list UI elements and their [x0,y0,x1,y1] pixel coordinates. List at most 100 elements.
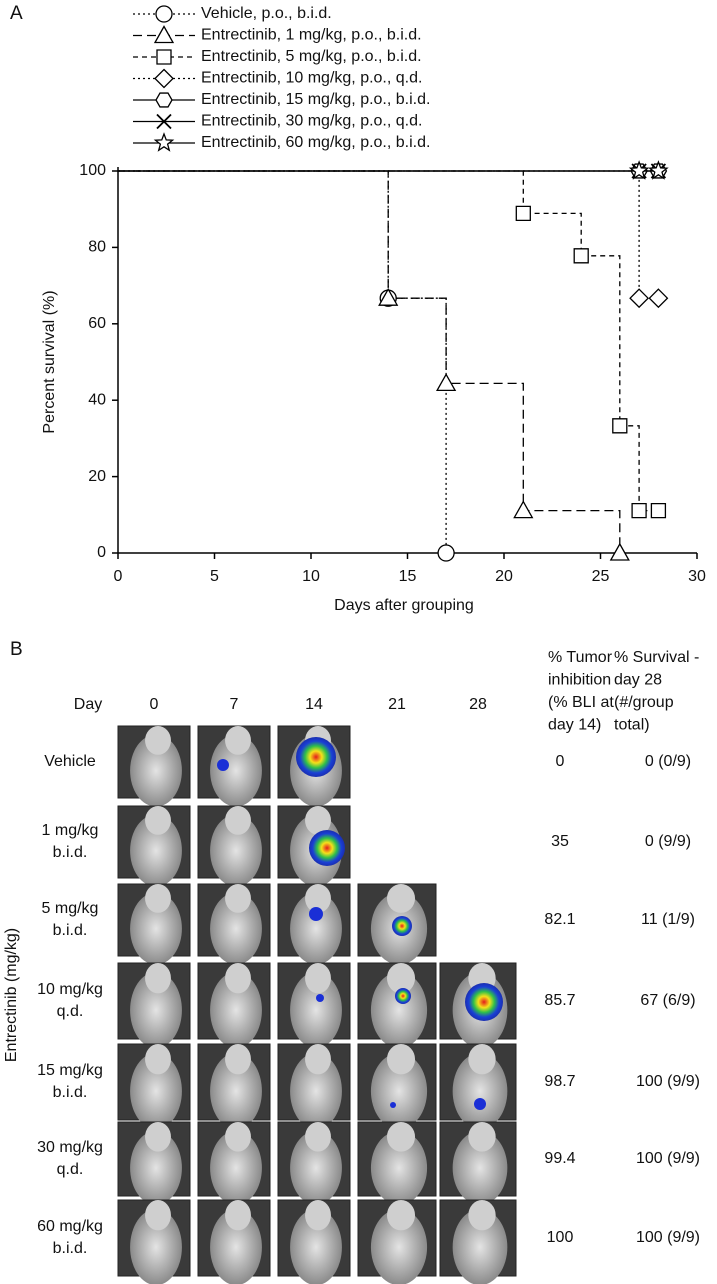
mouse-head [145,1122,171,1152]
mouse-head [386,963,416,994]
legend-marker [155,5,173,23]
mouse-body [370,1053,428,1130]
day-header: 7 [230,696,239,713]
row-label: b.i.d. [53,844,88,861]
mouse-body [290,1130,342,1205]
survival: 100 (9/9) [636,1150,700,1167]
mouse-body [130,1130,182,1205]
column-header: day 14) [548,717,601,734]
mouse-body [370,1130,428,1205]
mouse-body [130,814,182,887]
row-label: 10 mg/kg [37,981,103,998]
survival: 11 (1/9) [641,911,695,928]
tumor-inhibition: 0 [556,753,565,770]
mouse-body [210,972,262,1049]
mouse-body [130,972,182,1049]
mouse-body [370,972,428,1049]
panel-label: A [10,3,23,24]
legend-marker [154,68,174,89]
tumor-inhibition: 85.7 [544,992,575,1009]
bli-signal [395,988,411,1004]
mouse-body [130,734,182,807]
legend-label: Entrectinib, 1 mg/kg, p.o., b.i.d. [201,27,422,44]
bli-image [197,805,271,887]
legend-marker [155,92,173,108]
mouse-body [210,1130,262,1205]
survival: 0 (0/9) [645,753,691,770]
bli-image [357,1121,437,1205]
legend-marker [156,113,172,130]
mouse-head [225,806,251,835]
bli-image [197,725,271,807]
marker [631,502,647,519]
row-label: 15 mg/kg [37,1062,103,1079]
bli-image [197,1199,271,1284]
bli-image [277,1121,351,1205]
survival-line [118,170,659,512]
legend-marker [156,49,172,65]
bli-image [117,1199,191,1284]
y-tick-label: 20 [88,468,106,485]
mouse-body [290,1053,342,1130]
bli-image [277,883,351,965]
column-header: day 28 [614,672,662,689]
bli-image [117,725,191,807]
mouse-body [210,814,262,887]
mouse-head [225,963,251,994]
mouse-head [305,1200,331,1231]
bli-image [357,883,437,965]
marker [573,248,589,264]
tumor-inhibition: 99.4 [544,1150,575,1167]
bli-image [357,1043,437,1130]
bli-image [277,962,351,1049]
panel-label: B [10,639,23,660]
mouse-head [225,1044,251,1075]
bli-image [357,1199,437,1284]
bli-image [197,1121,271,1205]
y-axis-label: Percent survival (%) [41,290,58,433]
column-header: total) [614,717,650,734]
bli-image [117,962,191,1049]
row-label: 30 mg/kg [37,1139,103,1156]
row-label: 1 mg/kg [42,822,99,839]
bli-image [277,1043,351,1130]
marker [515,205,531,222]
bli-image [439,1043,517,1130]
mouse-body [210,892,262,965]
marker [609,542,630,561]
mouse-body [452,1209,508,1284]
mouse-head [305,884,331,913]
mouse-body [210,1209,262,1284]
bli-signal [390,1102,396,1108]
survival-line [118,170,621,553]
day-header: 28 [469,696,487,713]
mouse-head [145,726,171,755]
mouse-body [130,1053,182,1130]
bli-image [117,883,191,965]
row-label: b.i.d. [53,922,88,939]
mouse-head [386,1200,416,1231]
bli-signal [474,1098,486,1110]
survival-line [118,170,447,553]
mouse-head [305,963,331,994]
mouse-body [290,1209,342,1284]
mouse-head [468,1122,496,1152]
x-tick-label: 10 [302,568,320,585]
mouse-head [468,1044,496,1075]
row-label: 5 mg/kg [42,900,99,917]
mouse-head [145,963,171,994]
day-header: 21 [388,696,406,713]
bli-image [277,725,351,807]
legend-label: Entrectinib, 60 mg/kg, p.o., b.i.d. [201,134,430,151]
mouse-head [386,884,416,913]
mouse-head [386,1044,416,1075]
marker [628,160,650,180]
mouse-head [386,1122,416,1152]
mouse-head [225,884,251,913]
mouse-head [145,1044,171,1075]
column-header: % Tumor [548,649,613,666]
bli-image [117,1121,191,1205]
mouse-head [145,1200,171,1231]
mouse-body [452,1053,508,1130]
